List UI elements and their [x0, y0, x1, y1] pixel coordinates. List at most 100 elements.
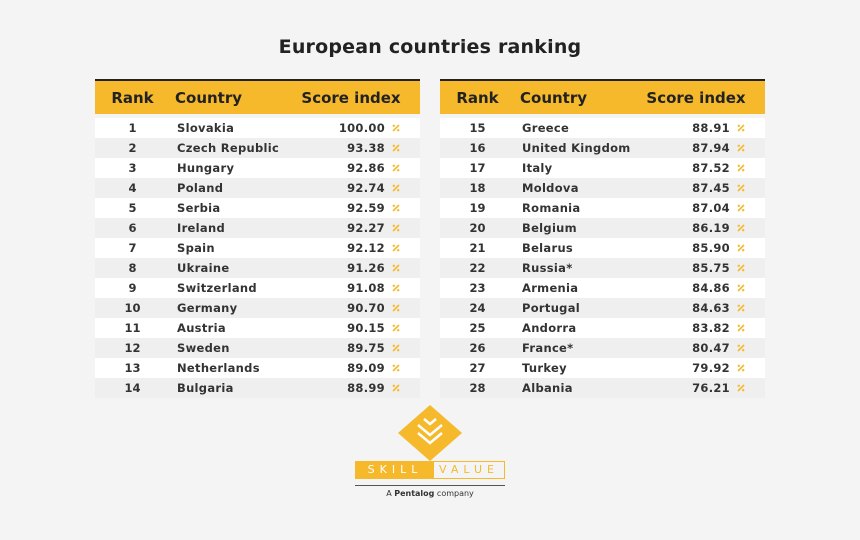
skillvalue-logo: SKILL VALUE A Pentalog company: [350, 405, 510, 505]
table-row: 6 Ireland 92.27: [95, 218, 420, 238]
header-rank: Rank: [111, 88, 154, 107]
score-cell: 84.86: [692, 281, 730, 295]
logo-divider: [355, 485, 505, 486]
score-cell: 92.27: [347, 221, 385, 235]
score-cell: 90.15: [347, 321, 385, 335]
table-row: 12 Sweden 89.75: [95, 338, 420, 358]
table-row: 9 Switzerland 91.08: [95, 278, 420, 298]
page-title: European countries ranking: [278, 36, 582, 58]
percent-icon: [385, 324, 420, 332]
rank-cell: 19: [469, 201, 486, 215]
table-row: 22 Russia* 85.75: [440, 258, 765, 278]
percent-icon: [385, 184, 420, 192]
table-row: 8 Ukraine 91.26: [95, 258, 420, 278]
rank-cell: 26: [469, 341, 486, 355]
country-cell: Portugal: [522, 301, 581, 315]
percent-icon: [730, 344, 765, 352]
table-header: Rank Country Score index: [95, 81, 420, 114]
country-cell: Germany: [177, 301, 238, 315]
country-cell: Romania: [522, 201, 581, 215]
rank-cell: 17: [469, 161, 486, 175]
percent-icon: [730, 184, 765, 192]
table-row: 4 Poland 92.74: [95, 178, 420, 198]
score-cell: 89.09: [347, 361, 385, 375]
rank-cell: 7: [128, 241, 137, 255]
percent-icon: [385, 124, 420, 132]
country-cell: Andorra: [522, 321, 577, 335]
country-cell: United Kingdom: [522, 141, 631, 155]
table-row: 28 Albania 76.21: [440, 378, 765, 398]
percent-icon: [730, 324, 765, 332]
table-row: 18 Moldova 87.45: [440, 178, 765, 198]
logo-wordmark: SKILL VALUE: [355, 461, 505, 479]
score-cell: 79.92: [692, 361, 730, 375]
score-cell: 88.91: [692, 121, 730, 135]
percent-icon: [385, 144, 420, 152]
country-cell: Ukraine: [177, 261, 230, 275]
score-cell: 87.52: [692, 161, 730, 175]
header-score-index: Score index: [646, 88, 746, 107]
rank-cell: 14: [124, 381, 141, 395]
country-cell: Sweden: [177, 341, 230, 355]
percent-icon: [730, 124, 765, 132]
rank-cell: 21: [469, 241, 486, 255]
country-cell: Austria: [177, 321, 226, 335]
percent-icon: [730, 284, 765, 292]
ranking-table-left: Rank Country Score index 1 Slovakia 100.00…: [95, 79, 420, 398]
country-cell: Hungary: [177, 161, 235, 175]
rank-cell: 4: [128, 181, 137, 195]
percent-icon: [385, 264, 420, 272]
header-country: Country: [175, 88, 243, 107]
rank-cell: 10: [124, 301, 141, 315]
country-cell: Moldova: [522, 181, 579, 195]
rank-cell: 25: [469, 321, 486, 335]
header-country: Country: [520, 88, 588, 107]
country-cell: Poland: [177, 181, 224, 195]
score-cell: 89.75: [347, 341, 385, 355]
rank-cell: 2: [128, 141, 137, 155]
table-body: 15 Greece 88.91 16 United Kingdom 87.94 17 Ital…: [440, 118, 765, 398]
rank-cell: 23: [469, 281, 486, 295]
percent-icon: [730, 304, 765, 312]
score-cell: 85.75: [692, 261, 730, 275]
rank-cell: 8: [128, 261, 137, 275]
percent-icon: [730, 164, 765, 172]
score-cell: 87.04: [692, 201, 730, 215]
score-cell: 92.12: [347, 241, 385, 255]
table-row: 14 Bulgaria 88.99: [95, 378, 420, 398]
rank-cell: 22: [469, 261, 486, 275]
score-cell: 92.59: [347, 201, 385, 215]
percent-icon: [385, 284, 420, 292]
rank-cell: 6: [128, 221, 137, 235]
country-cell: France*: [522, 341, 574, 355]
score-cell: 85.90: [692, 241, 730, 255]
score-cell: 88.99: [347, 381, 385, 395]
rank-cell: 5: [128, 201, 137, 215]
table-row: 23 Armenia 84.86: [440, 278, 765, 298]
table-row: 11 Austria 90.15: [95, 318, 420, 338]
rank-cell: 15: [469, 121, 486, 135]
country-cell: Switzerland: [177, 281, 257, 295]
rank-cell: 3: [128, 161, 137, 175]
table-row: 7 Spain 92.12: [95, 238, 420, 258]
country-cell: Serbia: [177, 201, 221, 215]
table-row: 5 Serbia 92.59: [95, 198, 420, 218]
percent-icon: [730, 244, 765, 252]
country-cell: Netherlands: [177, 361, 260, 375]
percent-icon: [385, 224, 420, 232]
table-row: 17 Italy 87.52: [440, 158, 765, 178]
rank-cell: 9: [128, 281, 137, 295]
country-cell: Turkey: [522, 361, 567, 375]
percent-icon: [385, 244, 420, 252]
table-row: 16 United Kingdom 87.94: [440, 138, 765, 158]
table-row: 21 Belarus 85.90: [440, 238, 765, 258]
percent-icon: [730, 224, 765, 232]
rank-cell: 18: [469, 181, 486, 195]
country-cell: Russia*: [522, 261, 573, 275]
country-cell: Slovakia: [177, 121, 235, 135]
table-row: 3 Hungary 92.86: [95, 158, 420, 178]
score-cell: 76.21: [692, 381, 730, 395]
table-row: 15 Greece 88.91: [440, 118, 765, 138]
table-row: 25 Andorra 83.82: [440, 318, 765, 338]
country-cell: Belgium: [522, 221, 577, 235]
